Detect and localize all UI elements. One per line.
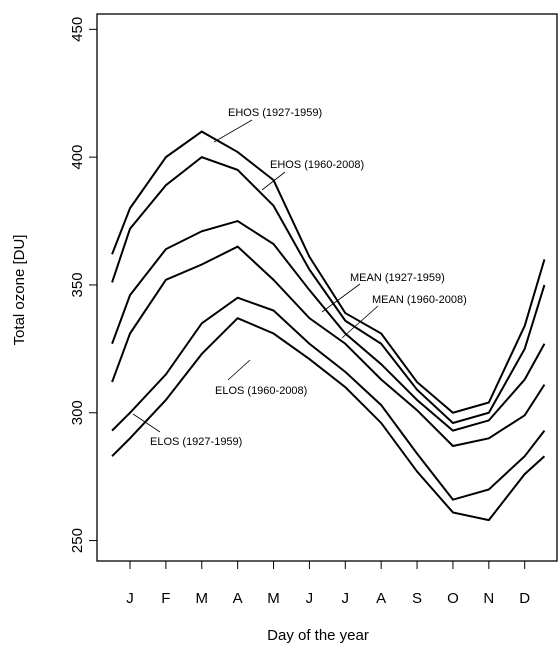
series-line — [111, 130, 546, 414]
series-label: ELOS (1927-1959) — [150, 436, 242, 448]
plot-frame — [96, 13, 558, 562]
series-label: ELOS (1960-2008) — [215, 385, 307, 397]
series-label: MEAN (1960-2008) — [372, 294, 467, 306]
series-line — [111, 219, 546, 432]
series-line — [111, 245, 546, 448]
x-tick-label: O — [447, 590, 459, 607]
x-tick-label: J — [342, 590, 350, 607]
leader-line — [132, 413, 161, 433]
series-line — [111, 316, 546, 522]
x-axis-label: Day of the year — [267, 627, 369, 644]
x-tick-label: J — [126, 590, 134, 607]
x-tick-label: A — [233, 590, 243, 607]
x-tick-label: J — [306, 590, 314, 607]
leader-line — [227, 359, 251, 381]
series-label: MEAN (1927-1959) — [350, 272, 445, 284]
series-line — [111, 156, 546, 425]
series-label: EHOS (1960-2008) — [270, 159, 364, 171]
leader-lines — [132, 119, 379, 433]
x-tick-label: A — [376, 590, 386, 607]
x-tick-label: N — [483, 590, 494, 607]
y-tick-label: 300 — [69, 400, 86, 425]
y-tick-label: 350 — [69, 272, 86, 297]
x-tick-label: M — [267, 590, 280, 607]
x-tick-label: M — [196, 590, 209, 607]
leader-line — [321, 283, 361, 313]
leader-line — [213, 119, 253, 143]
x-tick-label: F — [161, 590, 170, 607]
series-label: EHOS (1927-1959) — [228, 107, 322, 119]
y-tick-label: 400 — [69, 145, 86, 170]
series-line — [111, 296, 546, 501]
y-axis-label: Total ozone [DU] — [11, 235, 28, 346]
x-tick-label: D — [519, 590, 530, 607]
y-tick-label: 250 — [69, 528, 86, 553]
y-tick-label: 450 — [69, 17, 86, 42]
x-tick-label: S — [412, 590, 422, 607]
